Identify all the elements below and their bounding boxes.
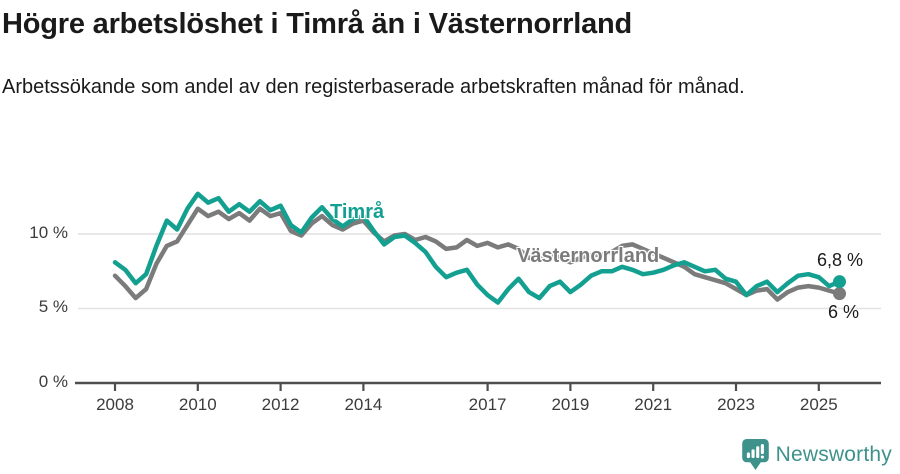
end-dot-västernorrland xyxy=(833,287,846,301)
y-axis-tick-label: 0 % xyxy=(38,372,68,391)
end-dot-timrå xyxy=(833,275,846,289)
x-axis-tick-label: 2008 xyxy=(96,395,134,414)
x-axis-tick-label: 2017 xyxy=(468,395,507,414)
series-label-vasternorrland: Västernorrland xyxy=(517,245,660,267)
x-axis-tick-label: 2025 xyxy=(799,395,838,414)
x-axis-tick-label: 2021 xyxy=(634,395,673,414)
x-axis-tick-label: 2023 xyxy=(717,395,755,414)
page-title: Högre arbetslöshet i Timrå än i Västerno… xyxy=(2,8,633,40)
series-line-västernorrland xyxy=(112,206,842,302)
x-axis-tick-label: 2012 xyxy=(261,395,300,414)
series-line-timrå xyxy=(112,191,842,305)
newsworthy-logo-icon xyxy=(741,439,769,470)
newsworthy-wordmark: Newsworthy xyxy=(775,442,892,466)
chart-subtitle: Arbetssökande som andel av den registerb… xyxy=(2,76,745,98)
x-axis-tick-label: 2019 xyxy=(551,395,590,414)
end-value-label-vasternorrland: 6 % xyxy=(828,302,860,322)
x-axis-tick-label: 2010 xyxy=(178,395,217,414)
series-label-timra: Timrå xyxy=(330,201,385,223)
end-value-label-timra: 6,8 % xyxy=(817,250,864,270)
newsworthy-logo: Newsworthy xyxy=(741,439,892,470)
y-axis-tick-label: 10 % xyxy=(29,223,68,242)
y-axis-tick-label: 5 % xyxy=(38,297,68,316)
x-axis-tick-label: 2014 xyxy=(344,395,383,414)
